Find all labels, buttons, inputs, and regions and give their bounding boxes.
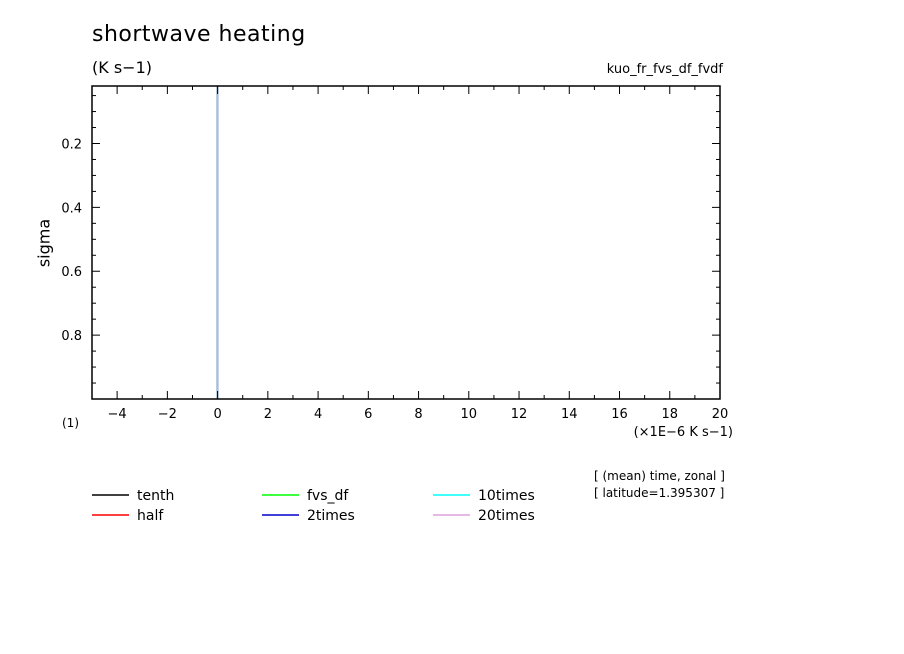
x-axis-label: (×1E−6 K s−1) [633, 425, 733, 440]
legend-label-half: half [137, 508, 164, 524]
x-tick-label: 0 [213, 407, 221, 422]
annotation-latitude: [ latitude=1.395307 ] [594, 486, 725, 500]
y-tick-label: 0.4 [61, 201, 82, 216]
x-tick-label: 4 [314, 407, 322, 422]
plot-frame [91, 85, 721, 400]
x-tick-label: 10 [461, 407, 478, 422]
y-tick-label: 0.2 [61, 137, 82, 152]
legend-label-tenth: tenth [137, 488, 174, 504]
legend-label-10times: 10times [478, 488, 535, 504]
y-tick-label: 0.8 [61, 329, 82, 344]
x-tick-label: 14 [561, 407, 578, 422]
y-tick-label: 0.6 [61, 265, 82, 280]
ticks-layer: −4 −2 0 2 4 6 8 10 12 14 16 18 20 0.2 0.4 0.6 0.8 [61, 86, 728, 422]
x-tick-label: 16 [611, 407, 628, 422]
chart-title: shortwave heating [92, 22, 306, 47]
annotation-mean: [ (mean) time, zonal ] [594, 469, 725, 483]
x-tick-label: 18 [661, 407, 678, 422]
x-tick-label: 2 [264, 407, 272, 422]
x-tick-label: 20 [712, 407, 729, 422]
legend-label-20times: 20times [478, 508, 535, 524]
legend-label-2times: 2times [307, 508, 355, 524]
legend: tenth half fvs_df 2times 10times 20times [92, 488, 535, 524]
x-tick-label: 12 [511, 407, 528, 422]
legend-label-fvs_df: fvs_df [307, 488, 349, 504]
x-tick-label: −4 [108, 407, 127, 422]
run-name: kuo_fr_fvs_df_fvdf [606, 62, 723, 77]
x-tick-label: 6 [364, 407, 372, 422]
chart-units: (K s−1) [92, 58, 152, 77]
y-dimension-label: (1) [62, 416, 79, 430]
x-tick-label: −2 [158, 407, 177, 422]
x-tick-label: 8 [414, 407, 422, 422]
